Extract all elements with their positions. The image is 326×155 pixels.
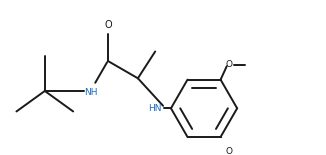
Text: O: O <box>226 60 233 69</box>
Text: HN: HN <box>148 104 162 113</box>
Text: O: O <box>226 147 233 155</box>
Text: NH: NH <box>84 88 97 97</box>
Text: O: O <box>104 20 112 30</box>
